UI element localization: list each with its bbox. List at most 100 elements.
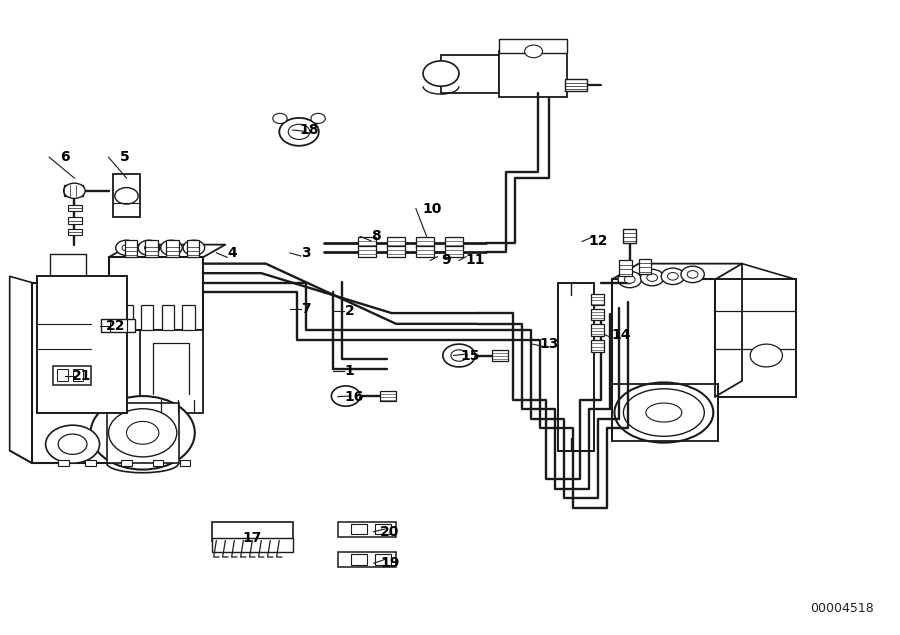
Text: 8: 8 (372, 229, 382, 243)
Bar (445, 246, 463, 257)
Text: 7: 7 (302, 302, 311, 316)
Bar (387, 237, 405, 248)
Bar (500, 51, 567, 97)
Circle shape (273, 113, 287, 123)
Bar (212, 538, 292, 552)
Text: 22: 22 (106, 319, 125, 333)
Bar (141, 305, 154, 330)
Circle shape (189, 244, 198, 251)
Circle shape (160, 240, 182, 255)
Text: 16: 16 (344, 390, 364, 404)
Bar (182, 305, 194, 330)
Bar (591, 294, 604, 305)
Circle shape (116, 240, 138, 255)
Bar (102, 319, 136, 332)
Circle shape (423, 61, 459, 86)
Bar (351, 554, 367, 565)
Text: 2: 2 (345, 304, 355, 318)
Circle shape (662, 268, 685, 284)
Bar (186, 239, 199, 257)
Bar (374, 524, 391, 534)
Circle shape (166, 244, 176, 251)
Circle shape (641, 269, 664, 286)
Bar (107, 403, 178, 463)
Bar (358, 237, 376, 248)
Bar (73, 369, 84, 382)
Bar (53, 366, 91, 385)
Bar (380, 391, 396, 401)
Circle shape (331, 386, 360, 406)
Bar (64, 185, 84, 196)
Bar (387, 246, 405, 257)
Bar (121, 305, 133, 330)
Circle shape (525, 45, 543, 58)
Bar (153, 460, 163, 466)
Bar (374, 554, 391, 565)
Bar (416, 246, 434, 257)
Bar (565, 79, 588, 91)
Bar (179, 460, 190, 466)
Bar (58, 369, 68, 382)
Text: 9: 9 (442, 253, 451, 267)
Circle shape (451, 350, 467, 361)
Circle shape (46, 425, 100, 463)
Circle shape (183, 240, 204, 255)
Text: 1: 1 (345, 364, 355, 378)
Text: 14: 14 (611, 328, 631, 342)
Bar (619, 260, 632, 276)
Bar (113, 174, 140, 217)
Circle shape (310, 113, 325, 123)
Bar (612, 384, 718, 441)
Bar (68, 229, 82, 235)
Bar (212, 521, 292, 540)
Bar (624, 229, 636, 243)
Bar (500, 39, 567, 53)
Text: 00004518: 00004518 (810, 602, 874, 615)
Bar (122, 460, 132, 466)
Circle shape (625, 276, 635, 283)
Circle shape (443, 344, 475, 367)
Circle shape (279, 118, 319, 146)
Bar (125, 239, 138, 257)
Bar (68, 204, 82, 211)
Bar (140, 330, 202, 413)
Bar (716, 279, 796, 397)
Bar (37, 276, 127, 413)
Bar (591, 340, 604, 352)
Bar (351, 524, 367, 534)
Bar (68, 217, 82, 224)
Bar (358, 246, 376, 257)
Bar (445, 237, 463, 248)
Bar (338, 521, 396, 537)
Bar (166, 239, 178, 257)
Bar (441, 55, 500, 93)
Text: 20: 20 (380, 525, 400, 538)
Circle shape (145, 244, 154, 251)
Bar (161, 305, 174, 330)
Text: 6: 6 (60, 150, 70, 164)
Circle shape (681, 266, 705, 283)
Bar (639, 258, 652, 274)
Circle shape (122, 244, 131, 251)
Bar (612, 279, 716, 397)
Circle shape (668, 272, 679, 280)
Text: 19: 19 (380, 556, 400, 570)
Bar (591, 324, 604, 336)
Circle shape (688, 271, 698, 278)
Bar (591, 309, 604, 320)
Text: 5: 5 (120, 150, 130, 164)
Circle shape (109, 409, 176, 457)
Bar (492, 351, 508, 361)
Text: 3: 3 (302, 246, 311, 260)
Text: 21: 21 (72, 369, 91, 383)
Text: 13: 13 (539, 337, 559, 351)
Text: 10: 10 (422, 201, 442, 215)
Bar (338, 552, 396, 567)
Text: 17: 17 (243, 531, 262, 545)
Text: 18: 18 (299, 123, 319, 137)
Text: 4: 4 (228, 246, 238, 260)
Circle shape (288, 124, 310, 140)
Circle shape (750, 344, 782, 367)
Text: 11: 11 (465, 253, 485, 267)
Circle shape (64, 183, 86, 198)
